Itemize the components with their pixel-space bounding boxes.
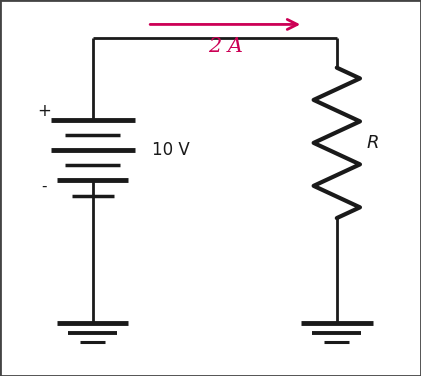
Text: -: - [41,179,47,194]
Text: R: R [366,134,379,152]
Text: +: + [37,102,51,120]
Text: 10 V: 10 V [152,141,189,159]
Text: 2 A: 2 A [208,38,243,56]
